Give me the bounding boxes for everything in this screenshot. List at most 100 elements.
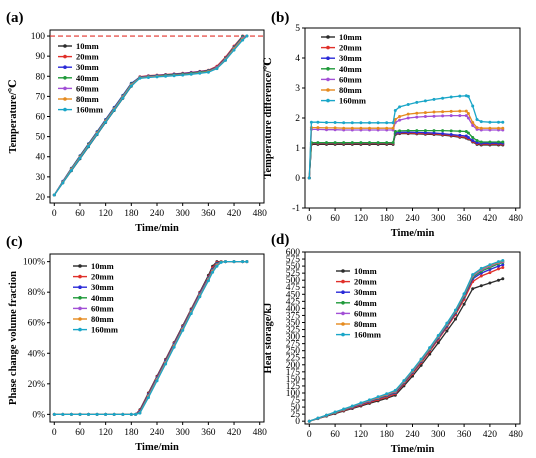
x-tick-label: 120 bbox=[354, 430, 369, 440]
legend-label: 20mm bbox=[76, 52, 99, 62]
data-point-30mm bbox=[464, 134, 468, 138]
data-point-30mm bbox=[441, 132, 445, 136]
data-point-160mm bbox=[325, 121, 328, 124]
data-point-160mm bbox=[164, 74, 168, 78]
x-tick-label: 120 bbox=[99, 428, 114, 438]
data-point-160mm bbox=[241, 260, 245, 264]
data-point-160mm bbox=[104, 412, 108, 416]
data-point-160mm bbox=[78, 156, 82, 160]
data-point-160mm bbox=[87, 412, 90, 416]
x-tick-label: 180 bbox=[124, 209, 139, 219]
data-point-160mm bbox=[52, 193, 56, 197]
data-point-80mm bbox=[475, 126, 479, 130]
legend-marker bbox=[63, 97, 67, 101]
data-point-160mm bbox=[146, 76, 150, 79]
data-point-80mm bbox=[359, 126, 363, 130]
legend-marker bbox=[341, 279, 345, 284]
data-point-160mm bbox=[501, 120, 505, 124]
data-point-160mm bbox=[129, 84, 133, 88]
data-point-160mm bbox=[385, 392, 389, 396]
data-point-80mm bbox=[391, 126, 395, 130]
y-tick-label: 2 bbox=[295, 114, 300, 124]
y-tick-label: 0 bbox=[295, 417, 300, 427]
data-point-160mm bbox=[368, 398, 371, 402]
data-point-160mm bbox=[211, 270, 215, 274]
data-point-160mm bbox=[376, 121, 380, 125]
legend-label: 30mm bbox=[76, 62, 99, 72]
data-point-160mm bbox=[428, 346, 432, 350]
legend-label: 40mm bbox=[339, 64, 362, 74]
data-point-160mm bbox=[458, 94, 462, 98]
data-point-80mm bbox=[325, 126, 328, 130]
data-point-10mm bbox=[497, 278, 500, 282]
legend-label: 60mm bbox=[339, 74, 362, 84]
data-point-80mm bbox=[342, 126, 346, 130]
data-point-160mm bbox=[245, 34, 249, 38]
legend-marker bbox=[63, 44, 67, 48]
data-point-40mm bbox=[423, 129, 427, 133]
x-axis-title: Time/min bbox=[135, 223, 179, 234]
data-point-160mm bbox=[69, 412, 73, 416]
data-point-80mm bbox=[466, 112, 470, 115]
data-point-160mm bbox=[181, 328, 185, 332]
data-point-60mm bbox=[398, 118, 402, 122]
data-point-30mm bbox=[497, 264, 500, 268]
x-tick-label: 180 bbox=[380, 214, 395, 224]
data-point-160mm bbox=[155, 75, 159, 79]
data-point-160mm bbox=[87, 144, 90, 148]
data-point-160mm bbox=[393, 388, 397, 392]
y-tick-label: 70 bbox=[36, 92, 46, 102]
data-point-160mm bbox=[232, 260, 236, 264]
y-axis-title: Temperature/℃ bbox=[8, 79, 19, 153]
legend-marker bbox=[326, 35, 330, 39]
data-point-40mm bbox=[342, 141, 346, 145]
data-point-80mm bbox=[385, 126, 389, 130]
y-tick-label: 30 bbox=[36, 173, 46, 183]
y-tick-label: 90 bbox=[36, 52, 46, 62]
data-point-40mm bbox=[497, 140, 500, 144]
data-point-80mm bbox=[497, 126, 500, 130]
data-point-160mm bbox=[368, 121, 371, 125]
x-tick-label: 0 bbox=[52, 209, 57, 219]
data-point-160mm bbox=[449, 95, 453, 99]
x-tick-label: 420 bbox=[227, 428, 242, 438]
data-point-80mm bbox=[398, 115, 402, 118]
panel-label: (a) bbox=[6, 10, 24, 26]
data-point-30mm bbox=[471, 139, 475, 142]
data-point-160mm bbox=[189, 72, 193, 76]
y-tick-label: 80% bbox=[28, 288, 46, 298]
data-point-160mm bbox=[445, 321, 449, 325]
x-tick-label: 60 bbox=[330, 430, 340, 440]
x-tick-label: 420 bbox=[483, 214, 498, 224]
data-point-160mm bbox=[206, 70, 210, 74]
data-point-160mm bbox=[198, 71, 202, 75]
data-point-160mm bbox=[471, 104, 475, 108]
series-line-20mm bbox=[309, 266, 504, 422]
y-tick-label: 20% bbox=[28, 380, 46, 390]
data-point-160mm bbox=[307, 419, 311, 423]
legend-label: 60mm bbox=[76, 83, 99, 93]
data-point-40mm bbox=[325, 141, 328, 145]
x-tick-label: 480 bbox=[509, 214, 524, 224]
data-point-160mm bbox=[181, 73, 185, 77]
series-line-160mm bbox=[53, 35, 248, 196]
data-point-160mm bbox=[138, 411, 142, 415]
legend-marker bbox=[63, 54, 67, 59]
x-tick-label: 300 bbox=[176, 428, 191, 438]
y-tick-label: 425 bbox=[286, 297, 301, 307]
data-point-20mm bbox=[488, 271, 492, 275]
x-tick-label: 240 bbox=[150, 428, 165, 438]
data-point-160mm bbox=[423, 99, 427, 103]
x-tick-label: 60 bbox=[330, 214, 340, 224]
series-line-40mm bbox=[309, 261, 504, 422]
data-point-40mm bbox=[350, 141, 354, 145]
data-point-80mm bbox=[479, 126, 483, 130]
legend-label: 10mm bbox=[339, 32, 362, 42]
data-point-40mm bbox=[393, 130, 397, 133]
x-tick-label: 480 bbox=[253, 209, 268, 219]
legend-marker bbox=[78, 306, 82, 311]
